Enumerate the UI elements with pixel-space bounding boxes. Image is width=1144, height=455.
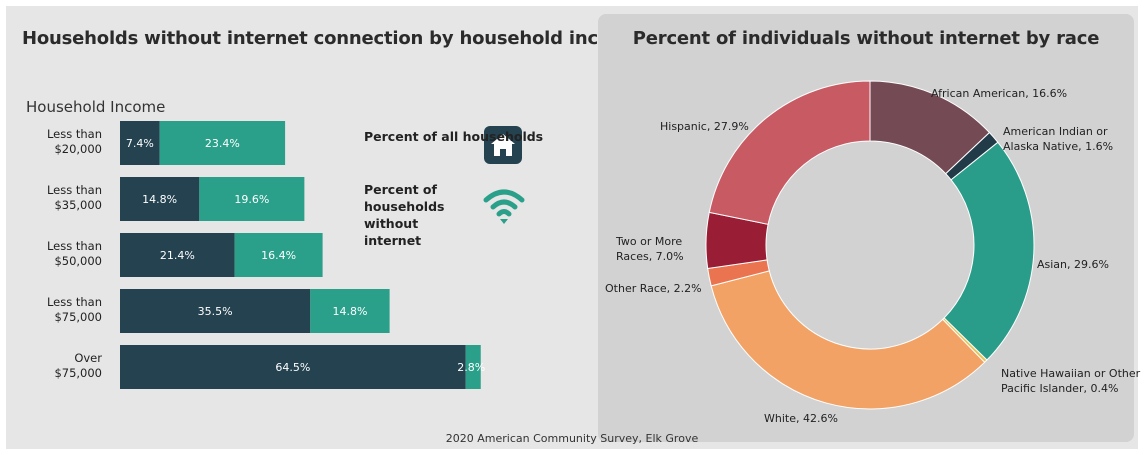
donut-slice-label-line: Pacific Islander, 0.4%	[1001, 381, 1140, 396]
donut-slice-label-line: American Indian or	[1003, 124, 1113, 139]
donut-slice-label: White, 42.6%	[764, 411, 838, 426]
donut-slice-label: Hispanic, 27.9%	[660, 119, 749, 134]
donut-slice-label: Two or More Races, 7.0%	[616, 234, 684, 264]
donut-slice	[944, 142, 1034, 360]
donut-slice-label: Other Race, 2.2%	[605, 281, 702, 296]
donut-slice-label: American Indian or Alaska Native, 1.6%	[1003, 124, 1113, 154]
donut-slice-label-line: Two or More	[616, 234, 684, 249]
donut-slice-label-line: Alaska Native, 1.6%	[1003, 139, 1113, 154]
donut-slice-label: African American, 16.6%	[931, 86, 1067, 101]
source-note: 2020 American Community Survey, Elk Grov…	[0, 432, 1144, 445]
donut-slice-label: Asian, 29.6%	[1037, 257, 1109, 272]
donut-slice-label: Native Hawaiian or Other Pacific Islander…	[1001, 366, 1140, 396]
donut-slice-label-line: Races, 7.0%	[616, 249, 684, 264]
donut-slice	[711, 271, 984, 409]
donut-slice	[709, 81, 870, 224]
donut-slice-label-line: Native Hawaiian or Other	[1001, 366, 1140, 381]
